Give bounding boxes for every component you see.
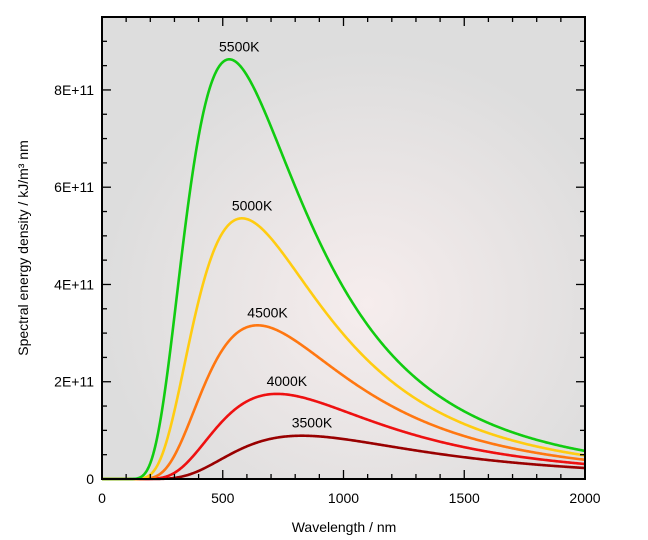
y-tick-label: 4E+11 bbox=[54, 276, 94, 292]
series-label-4500k: 4500K bbox=[247, 304, 288, 320]
series-labels: 5500K 5000K 4500K 4000K 3500K bbox=[219, 38, 333, 430]
x-tick-label: 1000 bbox=[328, 490, 359, 506]
series-label-3500k: 3500K bbox=[292, 415, 333, 431]
series-label-4000k: 4000K bbox=[267, 373, 308, 389]
x-tick-label: 1500 bbox=[449, 490, 480, 506]
series-line-3500k bbox=[101, 434, 586, 481]
series-line-4000k bbox=[101, 392, 586, 481]
series-curves bbox=[101, 58, 586, 481]
series-label-5000k: 5000K bbox=[232, 197, 273, 213]
series-line-5000k bbox=[101, 217, 586, 481]
series-label-5500k: 5500K bbox=[219, 38, 260, 54]
y-tick-label: 0 bbox=[86, 471, 94, 487]
y-tick-label: 8E+11 bbox=[54, 82, 94, 98]
x-axis-title: Wavelength / nm bbox=[292, 519, 397, 535]
x-tick-label: 0 bbox=[98, 490, 106, 506]
series-line-5500k bbox=[101, 58, 586, 481]
plot-frame bbox=[101, 16, 586, 480]
y-axis-title: Spectral energy density / kJ/m³ nm bbox=[15, 140, 31, 356]
y-tick-label: 2E+11 bbox=[54, 374, 94, 390]
series-line-4500k bbox=[101, 324, 586, 481]
y-tick-label: 6E+11 bbox=[54, 179, 94, 195]
x-tick-label: 2000 bbox=[569, 490, 600, 506]
tick-labels: 0 500 1000 1500 2000 0 2E+11 4E+11 6E+11 8E+11 bbox=[54, 82, 601, 506]
x-tick-label: 500 bbox=[211, 490, 235, 506]
